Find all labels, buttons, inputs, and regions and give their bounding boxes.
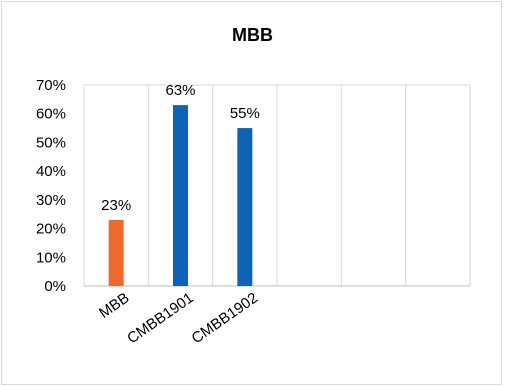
- y-tick-label: 10%: [36, 249, 66, 266]
- data-label: 23%: [101, 197, 131, 214]
- y-tick-label: 0%: [44, 278, 66, 295]
- y-tick-label: 60%: [36, 106, 66, 123]
- bar: [173, 105, 188, 286]
- bar: [108, 219, 124, 286]
- x-tick-label: MBB: [96, 289, 132, 322]
- y-tick-label: 50%: [36, 134, 66, 151]
- y-tick-label: 20%: [36, 221, 66, 238]
- data-label: 55%: [230, 105, 260, 122]
- y-tick-label: 30%: [36, 192, 66, 209]
- x-tick-label: CMBB1902: [189, 289, 262, 347]
- bar: [237, 128, 253, 286]
- y-tick-label: 70%: [36, 77, 66, 94]
- y-tick-label: 40%: [36, 163, 66, 180]
- data-label: 63%: [165, 82, 195, 99]
- chart-title: MBB: [232, 25, 273, 45]
- x-tick-label: CMBB1901: [124, 289, 197, 347]
